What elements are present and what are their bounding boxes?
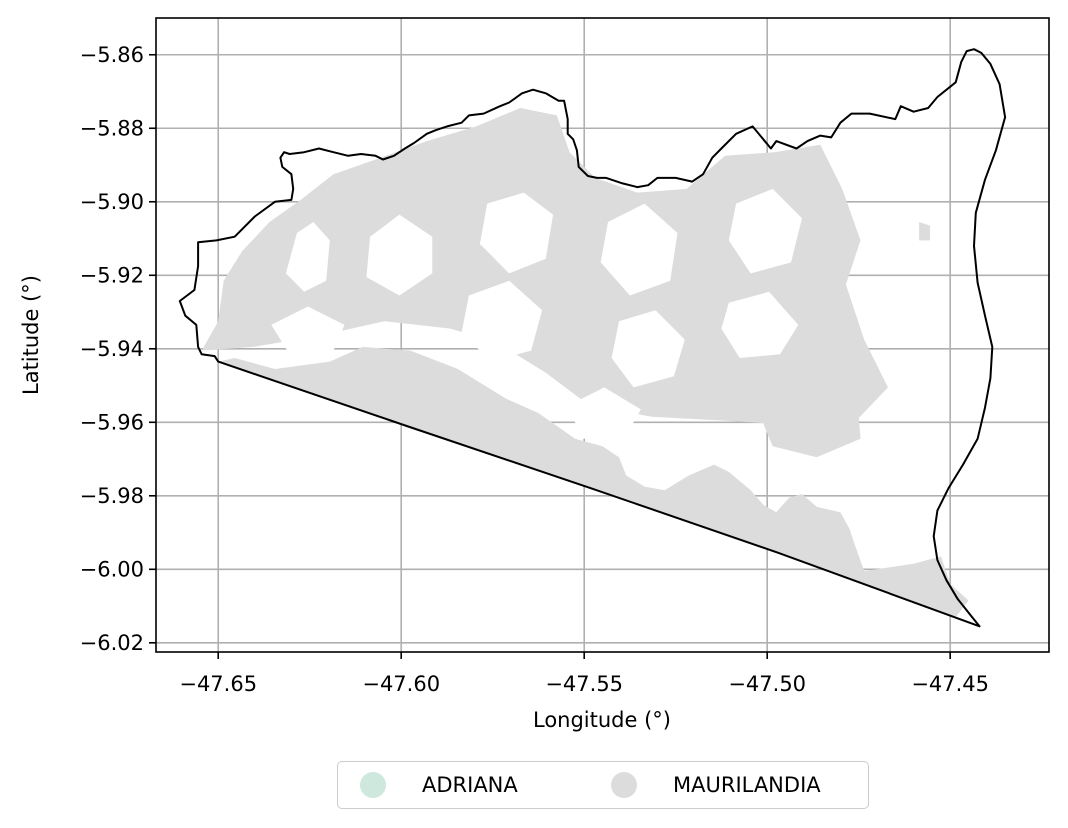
legend-marker-adriana	[360, 772, 386, 798]
y-axis-ticks: −5.86 −5.88 −5.90 −5.92 −5.94 −5.96 −5.98 −6.00…	[80, 43, 156, 655]
legend: ADRIANA MAURILANDIA	[337, 761, 869, 809]
x-tick-label: −47.65	[179, 672, 257, 696]
y-tick-label: −5.96	[80, 410, 144, 434]
y-tick-label: −5.98	[80, 484, 144, 508]
x-axis-title: Longitude (°)	[533, 708, 671, 732]
x-tick-label: −47.60	[362, 672, 440, 696]
y-tick-label: −5.86	[80, 43, 144, 67]
x-tick-label: −47.55	[545, 672, 623, 696]
y-tick-label: −5.88	[80, 116, 144, 140]
legend-label-maurilandia: MAURILANDIA	[673, 773, 821, 797]
y-tick-label: −5.90	[80, 190, 144, 214]
y-tick-label: −6.00	[80, 557, 144, 581]
y-tick-label: −5.94	[80, 337, 144, 361]
legend-entry-adriana: ADRIANA	[360, 762, 518, 808]
municipality-boundary	[178, 48, 1007, 628]
x-tick-label: −47.50	[728, 672, 806, 696]
y-tick-label: −5.92	[80, 263, 144, 287]
legend-entry-maurilandia: MAURILANDIA	[611, 762, 821, 808]
y-tick-label: −6.02	[80, 631, 144, 655]
legend-label-adriana: ADRIANA	[422, 773, 518, 797]
region-gap	[271, 188, 802, 439]
boundary-line	[178, 48, 1007, 628]
legend-marker-maurilandia	[611, 772, 637, 798]
plot-frame	[155, 17, 1050, 653]
x-axis-ticks: −47.65 −47.60 −47.55 −47.50 −47.45	[179, 652, 989, 696]
y-axis-title: Latitude (°)	[19, 275, 43, 395]
region-maurilandia	[201, 108, 969, 618]
x-tick-label: −47.45	[911, 672, 989, 696]
shaded-regions	[201, 108, 969, 618]
